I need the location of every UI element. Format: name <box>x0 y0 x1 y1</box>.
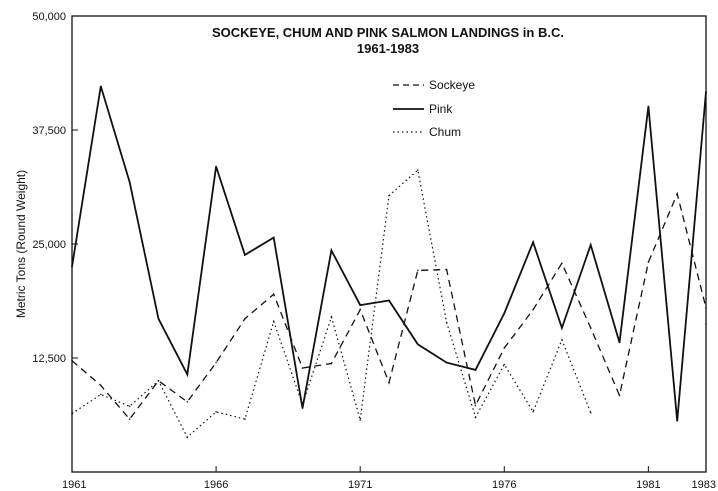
data-point-chum <box>388 194 390 197</box>
data-point-sockeye <box>589 327 592 329</box>
data-point-chum <box>561 338 563 341</box>
data-point-sockeye <box>503 347 506 349</box>
data-point-chum <box>157 380 160 382</box>
chart-title: SOCKEYE, CHUM AND PINK SALMON LANDINGS i… <box>212 25 564 40</box>
series-line-sockeye <box>71 191 707 421</box>
x-tick-label: 1971 <box>348 479 372 491</box>
data-point-sockeye <box>532 308 534 311</box>
data-point-sockeye <box>301 367 304 369</box>
data-point-pink <box>215 165 217 168</box>
data-point-sockeye <box>244 317 246 320</box>
data-point-pink <box>561 327 563 329</box>
data-point-pink <box>100 85 102 88</box>
x-tick-label: 1966 <box>204 479 228 491</box>
x-tick-label: 1981 <box>636 479 660 491</box>
data-point-chum <box>128 405 131 408</box>
data-point-pink <box>272 236 275 239</box>
data-point-chum <box>589 411 592 414</box>
y-tick-label: 12,500 <box>32 353 66 365</box>
data-point-sockeye <box>128 418 131 420</box>
legend-label-sockeye: Sockeye <box>429 78 475 92</box>
y-tick-label: 50,000 <box>32 11 66 23</box>
data-point-pink <box>503 312 506 315</box>
x-tick-label: 1961 <box>62 479 86 491</box>
data-point-pink <box>445 361 448 364</box>
data-point-chum <box>417 169 419 171</box>
data-point-pink <box>417 343 419 346</box>
data-point-chum <box>272 320 275 323</box>
data-point-chum <box>244 418 246 420</box>
x-tick-label: 1976 <box>492 479 516 491</box>
data-point-chum <box>330 316 333 318</box>
data-point-sockeye <box>561 262 563 264</box>
data-point-pink <box>618 341 621 344</box>
series-line-chum <box>72 170 706 437</box>
data-point-chum <box>532 411 534 413</box>
series-lines <box>71 85 707 438</box>
data-point-pink <box>589 244 592 246</box>
data-point-sockeye <box>330 362 333 365</box>
legend: Sockeye Pink Chum <box>393 78 475 139</box>
data-point-chum <box>445 321 448 324</box>
data-point-pink <box>359 304 361 306</box>
data-point-chum <box>215 411 217 413</box>
data-point-chum <box>100 393 102 396</box>
data-point-pink <box>532 241 534 243</box>
data-point-sockeye <box>186 400 189 403</box>
data-point-pink <box>705 90 707 93</box>
data-point-pink <box>71 266 73 268</box>
data-point-chum <box>301 403 304 406</box>
legend-label-chum: Chum <box>429 125 461 139</box>
data-point-pink <box>388 299 390 302</box>
data-point-pink <box>157 317 160 320</box>
data-point-pink <box>474 369 477 371</box>
y-axis-ticks: 12,500 25,000 37,500 50,000 <box>32 11 78 365</box>
data-point-sockeye <box>388 381 390 384</box>
legend-label-pink: Pink <box>429 102 453 116</box>
data-point-pink <box>330 249 333 252</box>
data-point-pink <box>676 420 678 422</box>
data-point-sockeye <box>71 359 73 362</box>
series-line-pink <box>71 85 707 421</box>
data-point-sockeye <box>474 404 477 407</box>
y-tick-label: 37,500 <box>32 125 66 137</box>
data-point-chum <box>503 363 506 366</box>
data-point-pink <box>244 254 246 256</box>
data-point-sockeye <box>618 394 621 397</box>
data-point-sockeye <box>445 268 448 271</box>
data-point-sockeye <box>417 269 419 272</box>
data-point-sockeye <box>215 361 217 364</box>
plot-frame <box>71 15 707 473</box>
data-point-pink <box>301 407 304 409</box>
chart-subtitle: 1961-1983 <box>357 41 419 56</box>
data-point-pink <box>186 373 189 376</box>
data-point-sockeye <box>647 261 650 264</box>
data-point-pink <box>128 181 131 183</box>
data-point-chum <box>71 412 73 415</box>
x-tick-label: 1983 <box>692 479 716 491</box>
data-point-sockeye <box>676 193 678 195</box>
data-point-chum <box>705 323 707 326</box>
data-point-sockeye <box>100 384 102 387</box>
data-point-chum <box>186 436 189 439</box>
data-point-chum <box>359 419 361 421</box>
data-point-chum <box>474 416 477 419</box>
data-point-sockeye <box>359 308 361 311</box>
x-axis-ticks: 1961 1966 1971 1976 1981 1983 <box>62 466 716 491</box>
y-tick-label: 25,000 <box>32 239 66 251</box>
y-axis-title: Metric Tons (Round Weight) <box>14 170 28 318</box>
data-point-sockeye <box>705 307 707 309</box>
data-point-pink <box>647 105 650 108</box>
data-point-sockeye <box>272 293 275 295</box>
